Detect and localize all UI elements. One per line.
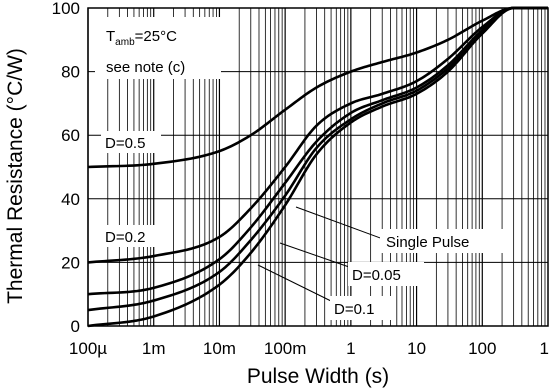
- series-line-single-pulse: [87, 6, 548, 328]
- condition-note-box: [95, 17, 221, 79]
- t-value: =25°C: [135, 28, 177, 45]
- condition-note-temperature: Tamb=25°C: [106, 28, 177, 48]
- y-tick-label: 80: [61, 63, 80, 82]
- x-axis-title: Pulse Width (s): [247, 365, 389, 388]
- y-tick-label: 20: [61, 253, 80, 272]
- label-d-0-2: D=0.2: [105, 229, 145, 246]
- series-lines: [87, 6, 548, 328]
- plot-frame: [87, 7, 549, 327]
- y-tick-label: 40: [61, 190, 80, 209]
- y-tick-labels: 0 20 40 60 80 100: [52, 0, 80, 336]
- y-tick-label: 100: [52, 0, 80, 18]
- series-line-d-0-1: [87, 6, 548, 296]
- annotation-leaders: [257, 206, 384, 303]
- series-line-d-0-5: [87, 6, 548, 169]
- t-symbol: T: [106, 28, 115, 45]
- condition-note-see-note: see note (c): [106, 59, 185, 76]
- x-tick-label: 1m: [142, 339, 166, 358]
- y-tick-label: 60: [61, 126, 80, 145]
- x-tick-label: 10m: [203, 339, 236, 358]
- t-subscript: amb: [115, 37, 135, 48]
- label-single-pulse: Single Pulse: [386, 234, 469, 251]
- label-d-0-5: D=0.5: [105, 135, 145, 152]
- leader-d-0-1: [257, 264, 334, 303]
- x-tick-labels: 100µ 1m 10m 100m 1 10 100 1: [69, 339, 549, 358]
- x-tick-label: 1: [540, 339, 549, 358]
- x-tick-label: 100µ: [69, 339, 107, 358]
- leader-single-pulse: [295, 206, 384, 240]
- y-axis-title: Thermal Resistance (°C/W): [4, 48, 27, 304]
- series-line-d-0-2: [87, 6, 548, 264]
- x-tick-label: 100: [468, 339, 496, 358]
- x-tick-label: 1: [346, 339, 355, 358]
- label-d-0-05: D=0.05: [352, 267, 401, 284]
- x-tick-label: 100m: [264, 339, 307, 358]
- label-d-0-1: D=0.1: [334, 301, 374, 318]
- series-annotations: D=0.5 D=0.2 Single Pulse D=0.05 D=0.1: [101, 131, 508, 320]
- leader-d-0-05: [279, 242, 353, 269]
- y-tick-label: 0: [71, 317, 80, 336]
- x-tick-label: 10: [407, 339, 426, 358]
